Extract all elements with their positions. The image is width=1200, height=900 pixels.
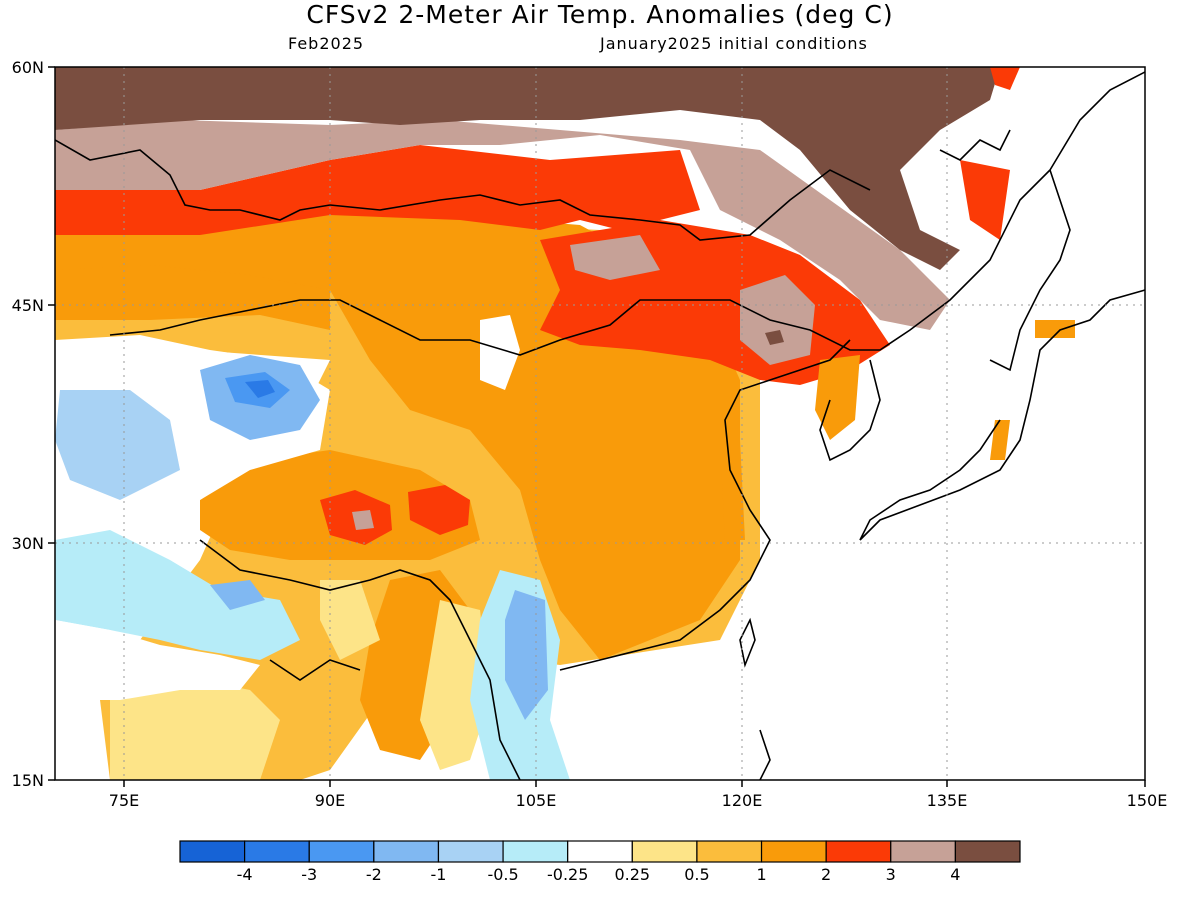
- map-frame: [54, 66, 1146, 781]
- legend-swatch: [825, 840, 892, 863]
- legend-swatch: [954, 840, 1021, 863]
- legend-tick-label: 4: [950, 865, 960, 884]
- legend-swatch: [890, 840, 956, 863]
- legend-swatch: [631, 840, 698, 863]
- anomaly-shading: [55, 67, 1145, 780]
- legend-tick-label: 3: [886, 865, 896, 884]
- lat-label: 30N: [12, 534, 44, 553]
- lon-label: 90E: [315, 791, 345, 810]
- legend-swatch: [567, 840, 633, 863]
- lon-label: 105E: [516, 791, 557, 810]
- legend-swatch: [502, 840, 569, 863]
- legend-tick-label: -0.5: [487, 865, 518, 884]
- legend-tick-label: 0.5: [684, 865, 709, 884]
- legend-tick-label: 0.25: [614, 865, 650, 884]
- legend-tick-label: -4: [237, 865, 253, 884]
- axis-ticks: [48, 66, 1146, 787]
- legend-swatch: [437, 840, 504, 863]
- legend-tick-label: 1: [756, 865, 766, 884]
- coastlines: [55, 71, 1145, 780]
- legend-swatch: [244, 840, 310, 863]
- legend-tick-label: -0.25: [547, 865, 588, 884]
- initial-conditions: January2025 initial conditions: [600, 34, 868, 53]
- lon-label: 150E: [1127, 791, 1168, 810]
- legend-tick-label: -2: [366, 865, 382, 884]
- legend-tick-label: -1: [430, 865, 446, 884]
- lat-label: 15N: [12, 771, 44, 790]
- lon-label: 135E: [927, 791, 968, 810]
- lat-label: 60N: [12, 58, 44, 77]
- lon-label: 120E: [722, 791, 763, 810]
- legend-tick-label: 2: [821, 865, 831, 884]
- legend-swatch: [308, 840, 375, 863]
- color-legend: -4 -3 -2 -1 -0.5 -0.25 0.25 0.5 1 2 3 4: [179, 840, 1021, 884]
- lon-label: 75E: [109, 791, 139, 810]
- forecast-month: Feb2025: [288, 34, 365, 53]
- legend-swatch: [373, 840, 440, 863]
- lat-label: 45N: [12, 296, 44, 315]
- legend-tick-label: -3: [301, 865, 317, 884]
- legend-swatch: [179, 840, 246, 863]
- legend-swatch: [696, 840, 763, 863]
- chart-title: CFSv2 2-Meter Air Temp. Anomalies (deg C…: [306, 0, 894, 29]
- legend-swatch: [760, 840, 827, 863]
